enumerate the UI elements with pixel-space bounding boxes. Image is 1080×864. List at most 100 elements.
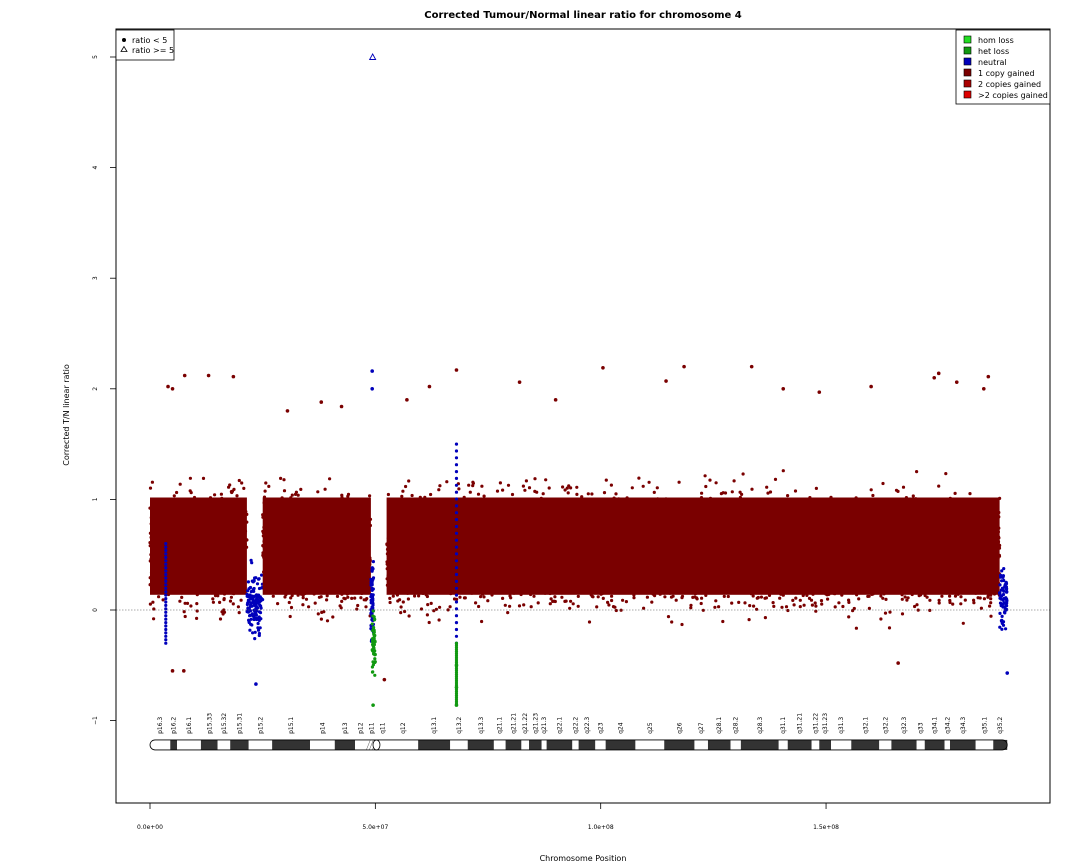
data-point <box>595 605 599 609</box>
data-point <box>331 615 335 619</box>
data-point <box>948 598 952 603</box>
data-point <box>915 470 919 474</box>
data-point <box>752 604 756 608</box>
data-point <box>371 614 375 618</box>
data-point <box>371 598 375 603</box>
data-point <box>182 610 186 614</box>
data-point <box>335 594 340 599</box>
data-point <box>370 586 374 591</box>
data-point <box>253 610 257 615</box>
data-point <box>680 596 684 600</box>
data-point <box>371 641 375 645</box>
data-point <box>211 600 215 604</box>
data-point <box>228 599 233 603</box>
data-point <box>928 608 932 613</box>
data-point <box>248 614 252 618</box>
data-point <box>373 657 377 661</box>
data-point <box>722 594 726 599</box>
data-point <box>563 488 567 492</box>
data-point <box>533 489 537 493</box>
data-point <box>254 576 258 580</box>
data-point <box>521 484 526 488</box>
data-point <box>373 617 377 621</box>
data-point <box>479 595 483 599</box>
data-point <box>240 481 244 485</box>
y-axis-label: Corrected T/N linear ratio <box>62 364 71 466</box>
data-point <box>881 596 885 600</box>
data-point <box>968 492 972 496</box>
data-point <box>221 612 225 616</box>
data-point <box>871 493 875 498</box>
data-point <box>293 492 298 496</box>
data-point <box>287 600 291 605</box>
data-point <box>604 478 608 482</box>
data-point <box>778 596 782 600</box>
data-point <box>884 597 888 602</box>
data-point <box>231 602 235 606</box>
data-point <box>743 601 747 605</box>
data-point <box>527 486 532 490</box>
data-point <box>346 492 351 496</box>
data-point <box>342 596 346 600</box>
data-point <box>601 596 605 601</box>
data-point <box>201 476 206 480</box>
data-point <box>251 631 255 635</box>
data-point <box>282 478 286 482</box>
data-point <box>480 484 484 488</box>
data-point <box>480 619 484 624</box>
data-point <box>288 614 292 619</box>
data-point <box>448 605 452 609</box>
data-point <box>152 617 156 621</box>
data-point <box>211 597 215 601</box>
data-point <box>772 604 776 609</box>
data-point <box>371 606 375 610</box>
data-point <box>180 595 184 600</box>
data-point <box>365 597 369 601</box>
data-point <box>630 486 634 490</box>
chart-title: Corrected Tumour/Normal linear ratio for… <box>424 10 742 21</box>
data-point <box>370 568 374 572</box>
data-point <box>547 486 551 490</box>
data-point <box>325 598 329 602</box>
data-point <box>188 489 192 493</box>
data-point <box>410 493 414 498</box>
data-point <box>325 619 330 623</box>
data-point <box>606 600 610 605</box>
data-point <box>260 573 264 577</box>
data-point <box>771 601 775 605</box>
data-point <box>242 486 246 490</box>
data-point <box>252 613 256 617</box>
data-point <box>246 589 250 593</box>
data-point <box>257 631 261 636</box>
data-point <box>614 492 618 496</box>
data-point <box>258 595 262 599</box>
data-point <box>178 599 182 603</box>
data-point <box>959 602 963 606</box>
data-point <box>161 598 165 602</box>
data-point <box>371 602 375 606</box>
data-point <box>765 485 769 489</box>
data-point <box>883 611 888 615</box>
data-point <box>369 595 373 599</box>
data-point <box>255 606 259 610</box>
data-point <box>264 481 268 485</box>
data-point <box>482 595 486 599</box>
data-point <box>407 614 411 618</box>
data-point <box>458 595 462 599</box>
data-point <box>652 490 656 494</box>
data-point <box>370 648 374 652</box>
data-point <box>359 596 363 600</box>
data-point <box>819 599 824 603</box>
data-point <box>900 612 905 616</box>
data-point <box>404 484 408 489</box>
data-point <box>178 482 182 486</box>
data-point <box>307 605 311 609</box>
segment-points-1-copy-gained <box>385 469 1002 630</box>
data-point <box>814 604 818 608</box>
data-point <box>438 605 442 609</box>
data-point <box>373 633 377 638</box>
data-point <box>151 600 155 604</box>
data-point <box>276 602 280 606</box>
data-point <box>267 484 271 488</box>
data-point <box>541 492 545 496</box>
